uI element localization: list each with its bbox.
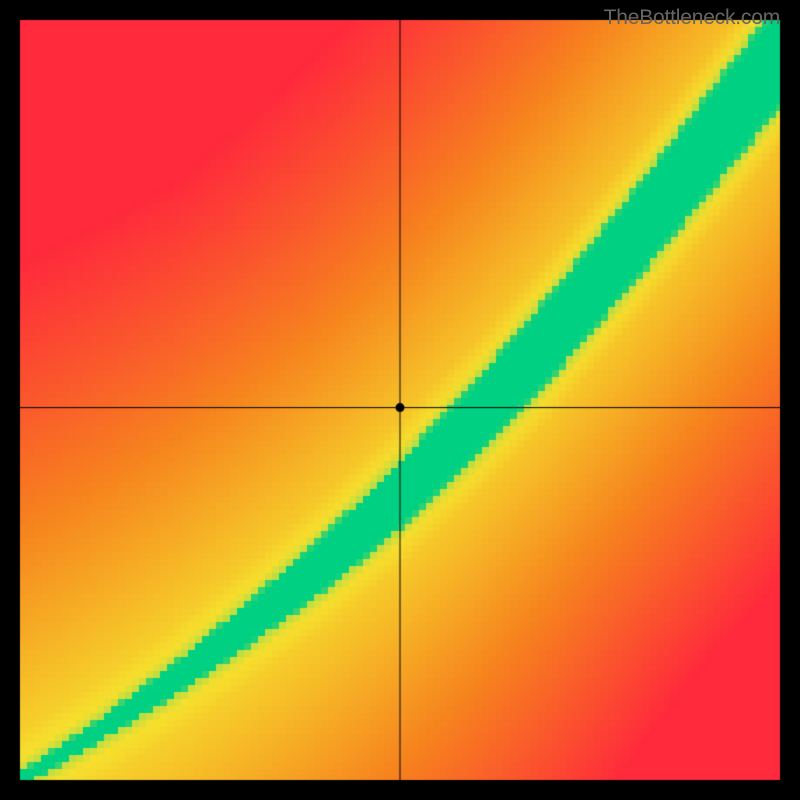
heatmap-canvas (0, 0, 800, 800)
watermark-label: TheBottleneck.com (604, 6, 780, 30)
bottleneck-heatmap: TheBottleneck.com (0, 0, 800, 800)
